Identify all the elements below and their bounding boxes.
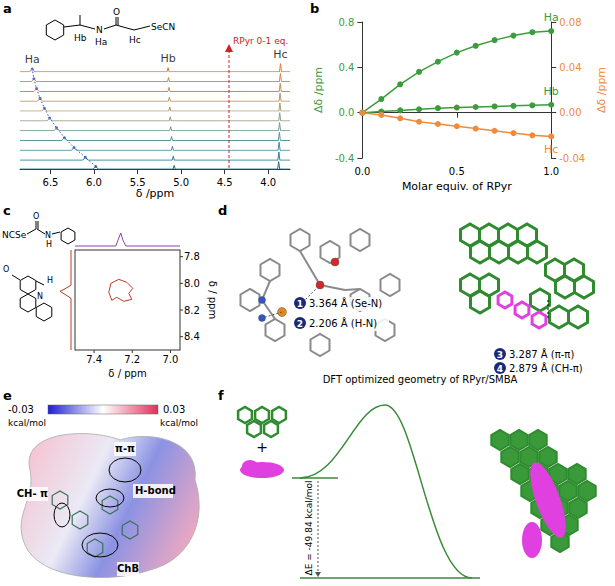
svg-text:0.0: 0.0	[354, 166, 370, 177]
svg-text:Δδ /ppm: Δδ /ppm	[312, 67, 325, 113]
svg-text:δ / ppm: δ / ppm	[207, 281, 218, 319]
svg-text:H: H	[47, 276, 53, 285]
svg-text:0.00: 0.00	[559, 107, 581, 118]
svg-text:-0.04: -0.04	[559, 153, 585, 164]
svg-text:4.0: 4.0	[260, 177, 276, 188]
svg-text:+: +	[256, 439, 268, 455]
svg-text:2.879 Å (CH-π): 2.879 Å (CH-π)	[509, 362, 583, 374]
svg-text:0.04: 0.04	[559, 62, 581, 73]
svg-text:RPyr 0-1 eq.: RPyr 0-1 eq.	[233, 36, 288, 46]
svg-text:N: N	[45, 231, 51, 240]
svg-text:DFT optimized geometry of RPyr: DFT optimized geometry of RPyr/SMBA	[323, 374, 518, 385]
svg-text:6.0: 6.0	[86, 177, 102, 188]
svg-text:1: 1	[297, 299, 303, 309]
svg-text:6.5: 6.5	[43, 177, 59, 188]
svg-text:3: 3	[497, 350, 503, 360]
svg-text:4.5: 4.5	[217, 177, 233, 188]
svg-text:a: a	[3, 1, 12, 16]
svg-text:-0.03: -0.03	[8, 404, 34, 415]
svg-text:Hc: Hc	[544, 143, 558, 156]
svg-text:Hc: Hc	[273, 48, 287, 61]
svg-text:Ha: Ha	[95, 37, 107, 47]
svg-text:π-π: π-π	[115, 443, 135, 454]
svg-text:d: d	[218, 203, 227, 218]
svg-text:8.0: 8.0	[184, 278, 200, 289]
svg-text:0.4: 0.4	[339, 62, 355, 73]
svg-text:7.0: 7.0	[163, 354, 179, 365]
svg-text:8.4: 8.4	[184, 331, 200, 342]
svg-text:kcal/mol: kcal/mol	[160, 418, 198, 428]
svg-text:SeCN: SeCN	[151, 22, 175, 32]
svg-text:O: O	[113, 7, 120, 17]
svg-text:c: c	[3, 203, 11, 218]
svg-text:0.03: 0.03	[163, 404, 185, 415]
svg-text:Hb: Hb	[74, 33, 87, 43]
svg-text:Ha: Ha	[544, 11, 559, 24]
svg-text:2: 2	[297, 319, 303, 329]
svg-text:O: O	[33, 212, 39, 221]
svg-text:0.08: 0.08	[559, 17, 581, 28]
svg-text:O: O	[3, 265, 9, 274]
svg-text:0.0: 0.0	[339, 107, 355, 118]
svg-text:Molar equiv. of RPyr: Molar equiv. of RPyr	[402, 180, 512, 193]
svg-text:Δδ /ppm: Δδ /ppm	[595, 67, 608, 113]
svg-text:Hb: Hb	[544, 85, 559, 98]
svg-text:H-bond: H-bond	[135, 485, 176, 496]
svg-text:0.5: 0.5	[449, 166, 465, 177]
svg-text:7.8: 7.8	[184, 251, 200, 262]
svg-text:Hc: Hc	[129, 35, 141, 45]
svg-text:8.2: 8.2	[184, 305, 200, 316]
svg-text:e: e	[3, 388, 12, 403]
svg-text:7.2: 7.2	[124, 354, 140, 365]
svg-text:4: 4	[497, 364, 503, 374]
svg-text:3.364 Å (Se-N): 3.364 Å (Se-N)	[309, 297, 382, 309]
svg-text:δ / ppm: δ / ppm	[108, 368, 146, 379]
svg-text:H: H	[46, 240, 52, 249]
svg-text:Hb: Hb	[160, 52, 175, 65]
svg-text:ΔE = -49.84 kcal/mol: ΔE = -49.84 kcal/mol	[304, 481, 314, 576]
svg-text:δ /ppm: δ /ppm	[136, 187, 175, 200]
svg-text:7.4: 7.4	[86, 354, 102, 365]
svg-text:2.206 Å (H-N): 2.206 Å (H-N)	[309, 317, 377, 329]
svg-text:ChB: ChB	[117, 563, 139, 574]
svg-text:N: N	[37, 292, 43, 301]
svg-text:kcal/mol: kcal/mol	[8, 418, 46, 428]
svg-text:Ha: Ha	[25, 53, 40, 66]
svg-text:0.8: 0.8	[339, 17, 355, 28]
svg-text:f: f	[218, 388, 224, 403]
svg-text:5.5: 5.5	[130, 177, 146, 188]
svg-text:NCSe: NCSe	[2, 230, 27, 240]
svg-text:3.287 Å (π-π): 3.287 Å (π-π)	[509, 348, 574, 360]
svg-text:b: b	[310, 1, 319, 16]
svg-text:CH- π: CH- π	[17, 488, 48, 499]
svg-text:-0.4: -0.4	[335, 153, 355, 164]
svg-text:1.0: 1.0	[543, 166, 559, 177]
svg-text:N: N	[96, 25, 103, 35]
svg-text:5.0: 5.0	[173, 177, 189, 188]
